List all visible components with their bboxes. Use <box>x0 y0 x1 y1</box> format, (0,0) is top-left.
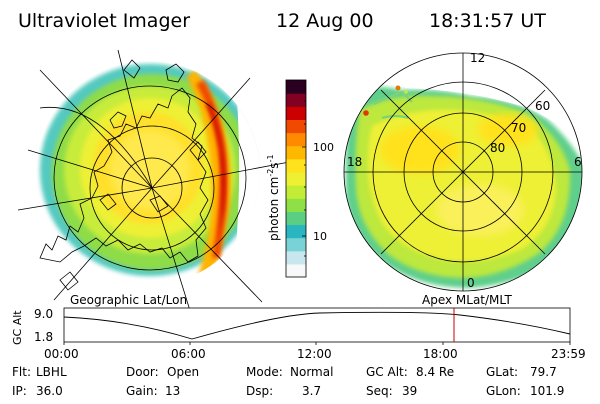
altitude-time-plot: 9.0 1.8 GC Alt 00:00 06:00 12:00 18:00 2… <box>11 307 586 361</box>
instrument-title: Ultraviolet Imager <box>18 10 190 32</box>
door-label: Door: <box>126 365 159 379</box>
colorbar-step <box>286 237 306 252</box>
gc-alt-value: 8.4 Re <box>416 365 454 379</box>
colorbar-tick-100: 100 <box>313 141 334 154</box>
ip-value: 36.0 <box>36 384 63 398</box>
glat-value: 79.7 <box>530 365 557 379</box>
colorbar-step <box>286 119 306 134</box>
colorbar-step <box>286 224 306 239</box>
mlt-label-0: 0 <box>467 276 475 290</box>
glon-value: 101.9 <box>530 384 564 398</box>
right-panel-caption: Apex MLat/MLT <box>422 293 512 307</box>
glon-label: GLon: <box>486 384 521 398</box>
colorbar-step <box>286 80 306 94</box>
polar-arc-feature <box>363 85 413 120</box>
dsp-value: 3.7 <box>302 384 321 398</box>
colorbar-step <box>286 106 306 120</box>
ip-label: IP: <box>12 384 27 398</box>
dsp-label: Dsp: <box>246 384 273 398</box>
mlt-label-12: 12 <box>470 51 485 65</box>
gc-alt-label: GC Alt: <box>366 365 408 379</box>
colorbar-gradient <box>286 80 306 278</box>
colorbar-units-label: photon cm-2s-1 <box>266 154 281 241</box>
colorbar-tick-10: 10 <box>313 230 327 243</box>
alt-ytick-high: 9.0 <box>34 307 53 321</box>
intensity-colorbar: 100 10 photon cm-2s-1 <box>266 79 334 278</box>
colorbar-step <box>286 132 306 147</box>
mode-value: Normal <box>290 365 333 379</box>
seq-label: Seq: <box>366 384 393 398</box>
alt-xtick-1200: 12:00 <box>297 347 332 361</box>
alt-ytick-low: 1.8 <box>34 330 53 344</box>
mode-label: Mode: <box>246 365 283 379</box>
mlt-label-18: 18 <box>347 155 362 169</box>
filter-value: LBHL <box>36 365 67 379</box>
colorbar-step <box>286 171 306 186</box>
mlat-label-70: 70 <box>511 121 526 135</box>
colorbar-step <box>286 145 306 160</box>
seq-value: 39 <box>402 384 417 398</box>
gain-value: 13 <box>165 384 180 398</box>
mlat-mlt-polar-panel: 12 18 6 0 80 70 60 Apex MLat/MLT <box>343 51 583 307</box>
image-time: 18:31:57 UT <box>429 10 546 32</box>
image-metadata: Flt: LBHL Door: Open Mode: Normal GC Alt… <box>12 365 564 398</box>
coastline-outlines <box>39 59 209 291</box>
colorbar-step <box>286 93 306 107</box>
alt-xtick-0600: 06:00 <box>171 347 206 361</box>
alt-ylabel: GC Alt <box>11 310 24 345</box>
mlat-label-60: 60 <box>535 99 550 113</box>
door-value: Open <box>167 365 199 379</box>
colorbar-step <box>286 185 306 199</box>
mlat-label-80: 80 <box>490 141 505 155</box>
colorbar-step <box>286 250 306 265</box>
colorbar-step <box>286 158 306 173</box>
altitude-curve <box>63 311 571 340</box>
alt-xtick-1800: 18:00 <box>423 347 458 361</box>
alt-xtick-0000: 00:00 <box>44 347 79 361</box>
gain-label: Gain: <box>126 384 158 398</box>
geographic-image-panel: Geographic Lat/Lon <box>17 49 301 331</box>
glat-label: GLat: <box>486 365 518 379</box>
colorbar-step <box>286 198 306 212</box>
colorbar-step <box>286 263 306 278</box>
alt-xtick-2359: 23:59 <box>551 347 586 361</box>
filter-label: Flt: <box>12 365 31 379</box>
left-panel-caption: Geographic Lat/Lon <box>70 293 187 307</box>
colorbar-step <box>286 211 306 226</box>
image-date: 12 Aug 00 <box>276 10 374 32</box>
mlt-label-6: 6 <box>574 155 582 169</box>
